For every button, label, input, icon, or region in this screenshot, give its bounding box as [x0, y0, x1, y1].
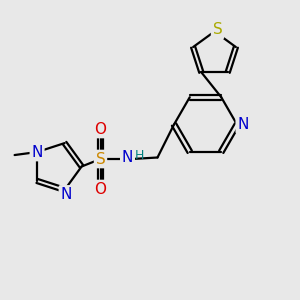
Text: N: N — [237, 117, 249, 132]
Text: S: S — [96, 152, 105, 166]
Text: O: O — [94, 122, 106, 136]
Text: S: S — [213, 22, 222, 38]
Text: N: N — [122, 150, 133, 165]
Text: N: N — [32, 145, 43, 160]
Text: O: O — [94, 182, 106, 196]
Text: N: N — [60, 187, 72, 202]
Text: H: H — [135, 149, 144, 162]
